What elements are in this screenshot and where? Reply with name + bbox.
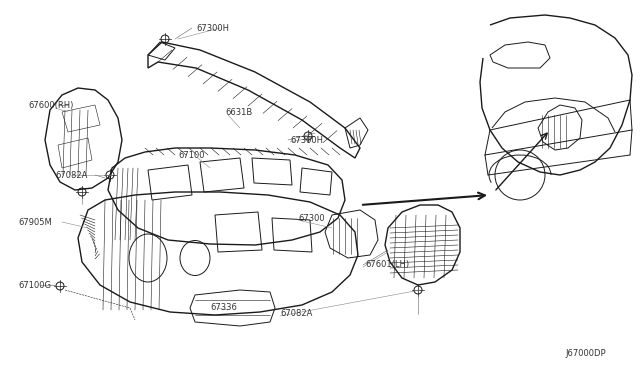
Text: 67082A: 67082A bbox=[55, 170, 88, 180]
Text: J67000DP: J67000DP bbox=[565, 350, 605, 359]
Text: 67300: 67300 bbox=[298, 214, 324, 222]
Text: 67300H: 67300H bbox=[290, 135, 323, 144]
Text: 67600(RH): 67600(RH) bbox=[28, 100, 74, 109]
Text: 67336: 67336 bbox=[210, 302, 237, 311]
Text: 6631B: 6631B bbox=[225, 108, 252, 116]
Text: 67905M: 67905M bbox=[18, 218, 52, 227]
Text: 67100G: 67100G bbox=[18, 280, 51, 289]
Text: 67100: 67100 bbox=[178, 151, 205, 160]
Text: 67082A: 67082A bbox=[280, 310, 312, 318]
Text: 67300H: 67300H bbox=[196, 23, 229, 32]
Text: 67601(LH): 67601(LH) bbox=[365, 260, 409, 269]
